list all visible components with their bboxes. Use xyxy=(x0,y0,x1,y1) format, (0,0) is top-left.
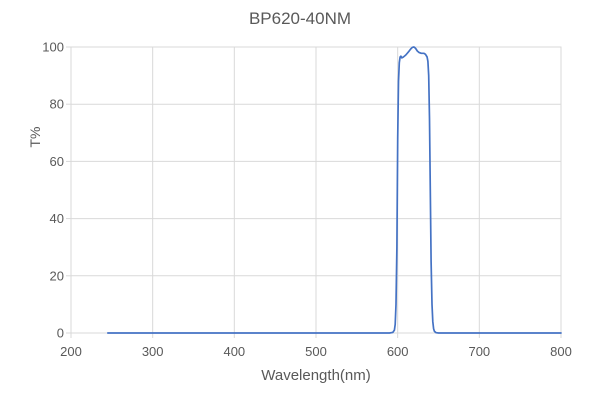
y-tick-label: 60 xyxy=(50,154,64,169)
x-tick-label: 800 xyxy=(550,344,572,359)
x-tick-label: 200 xyxy=(60,344,82,359)
x-tick-label: 500 xyxy=(305,344,327,359)
x-tick-label: 700 xyxy=(468,344,490,359)
x-tick-label: 300 xyxy=(142,344,164,359)
y-tick-label: 40 xyxy=(50,211,64,226)
x-tick-label: 600 xyxy=(387,344,409,359)
chart-title: BP620-40NM xyxy=(248,9,352,28)
y-tick-label: 80 xyxy=(50,97,64,112)
y-tick-label: 20 xyxy=(50,268,64,283)
y-tick-label: 100 xyxy=(42,40,64,55)
y-axis-title: T% xyxy=(27,126,43,148)
x-axis-title: Wavelength(nm) xyxy=(261,367,371,384)
transmission-curve xyxy=(106,46,562,334)
y-tick-label: 0 xyxy=(57,326,64,341)
x-tick-label: 400 xyxy=(223,344,245,359)
